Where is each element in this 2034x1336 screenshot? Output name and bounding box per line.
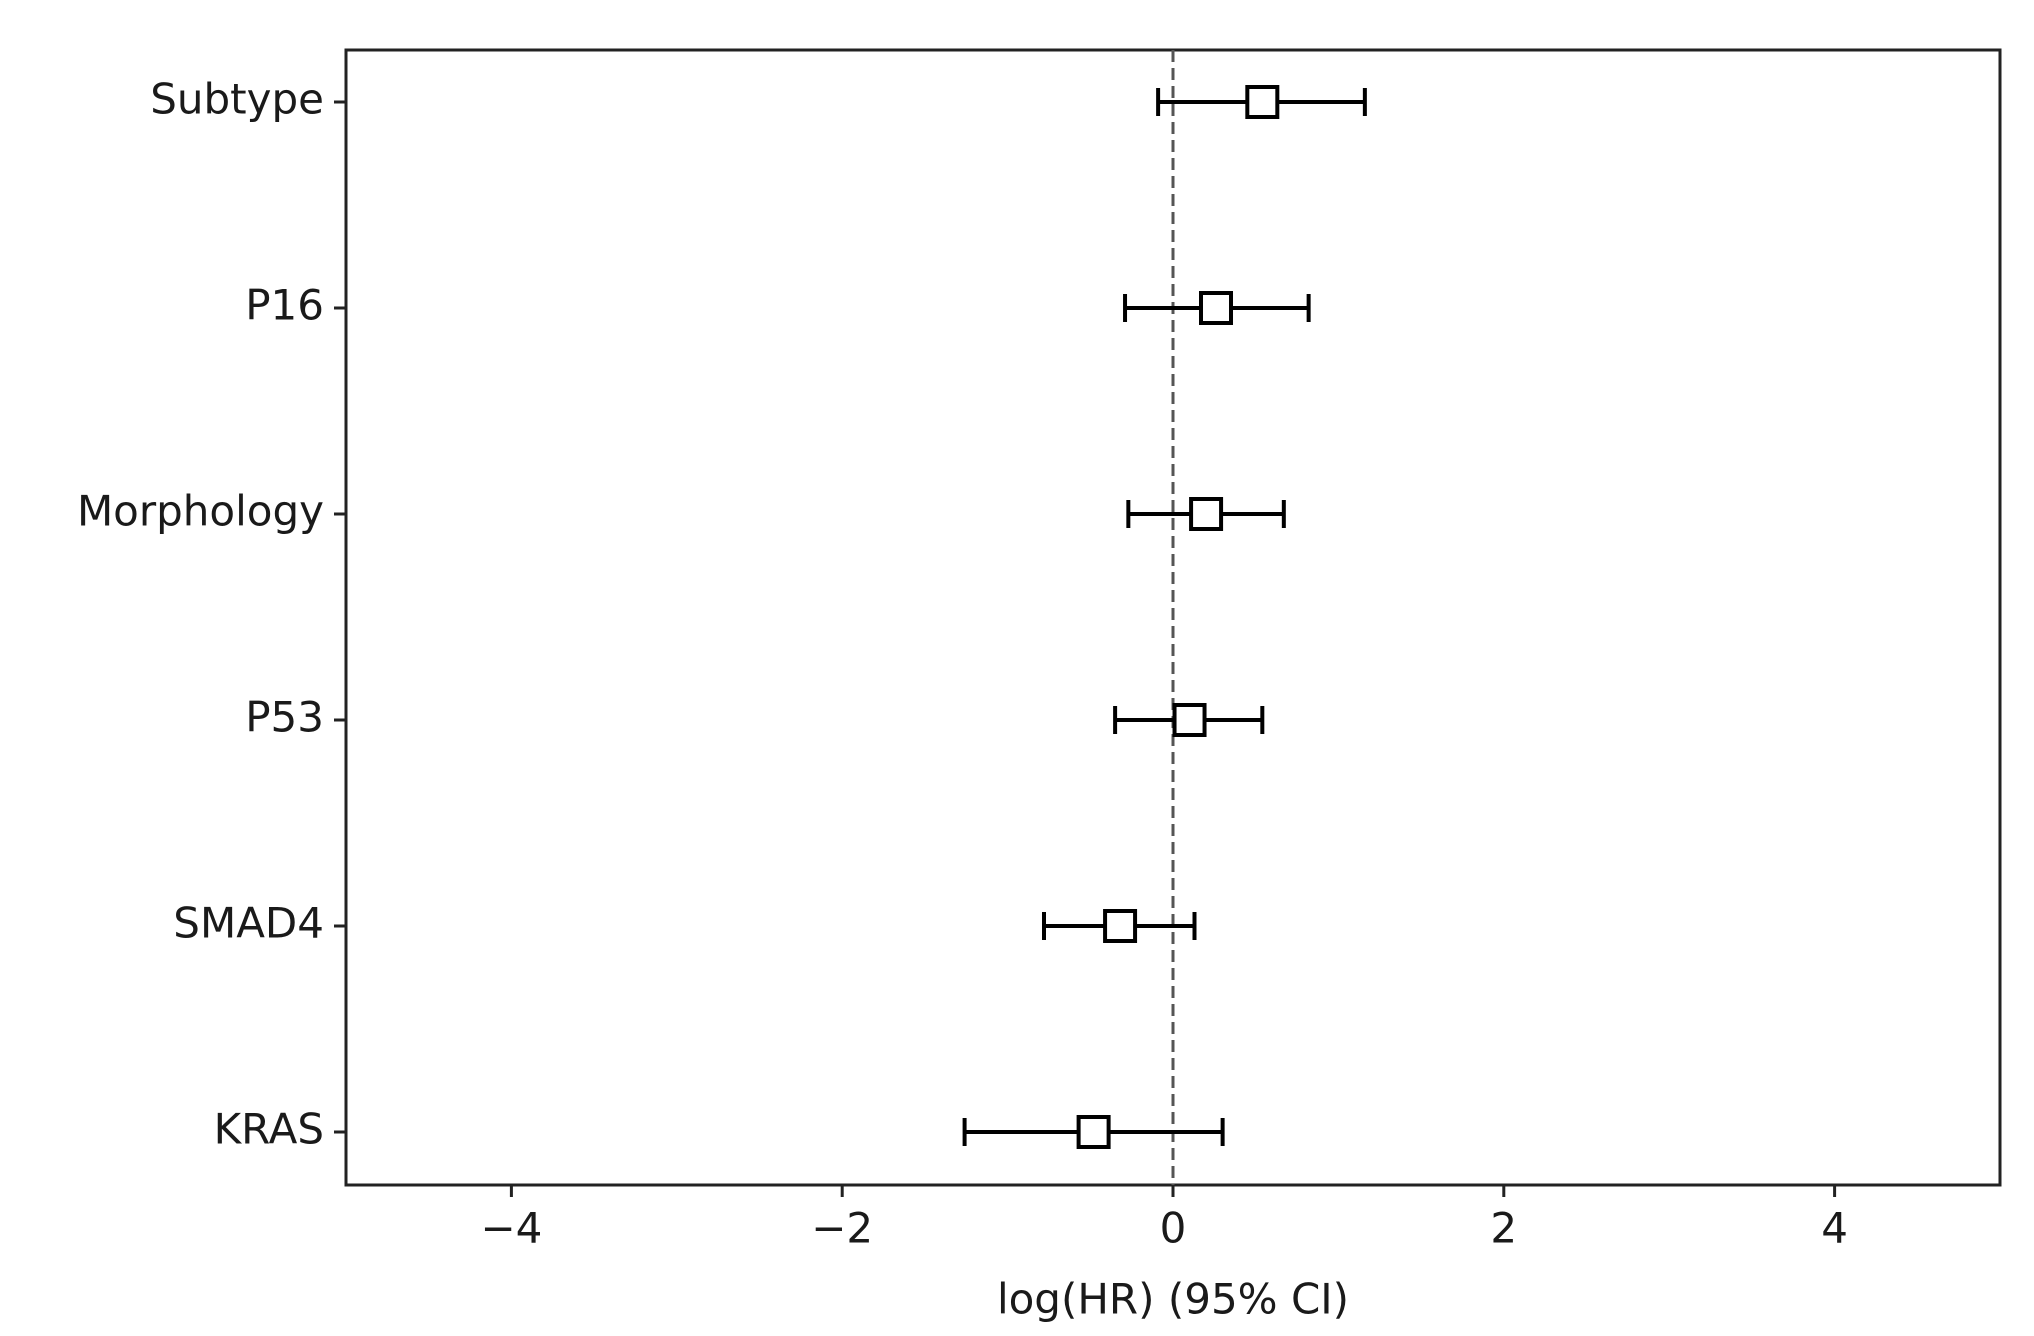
x-tick-label: −4 (480, 1204, 542, 1253)
x-tick-label: 4 (1821, 1204, 1848, 1253)
y-tick-label: SMAD4 (173, 899, 324, 948)
point-marker (1245, 85, 1280, 119)
x-axis-label: log(HR) (95% CI) (997, 1275, 1349, 1324)
y-tick-label: Subtype (150, 75, 324, 124)
y-tick-label: Morphology (77, 487, 324, 536)
point-marker (1103, 909, 1138, 943)
x-tick-label: 0 (1160, 1204, 1187, 1253)
y-tick-label: P53 (245, 693, 324, 742)
point-marker (1172, 703, 1207, 737)
point-marker (1189, 497, 1224, 531)
y-tick-label: KRAS (214, 1105, 324, 1154)
point-marker (1199, 291, 1234, 325)
point-marker (1076, 1115, 1111, 1149)
x-tick-label: −2 (811, 1204, 873, 1253)
x-tick-label: 2 (1490, 1204, 1517, 1253)
y-tick-label: P16 (245, 281, 324, 330)
